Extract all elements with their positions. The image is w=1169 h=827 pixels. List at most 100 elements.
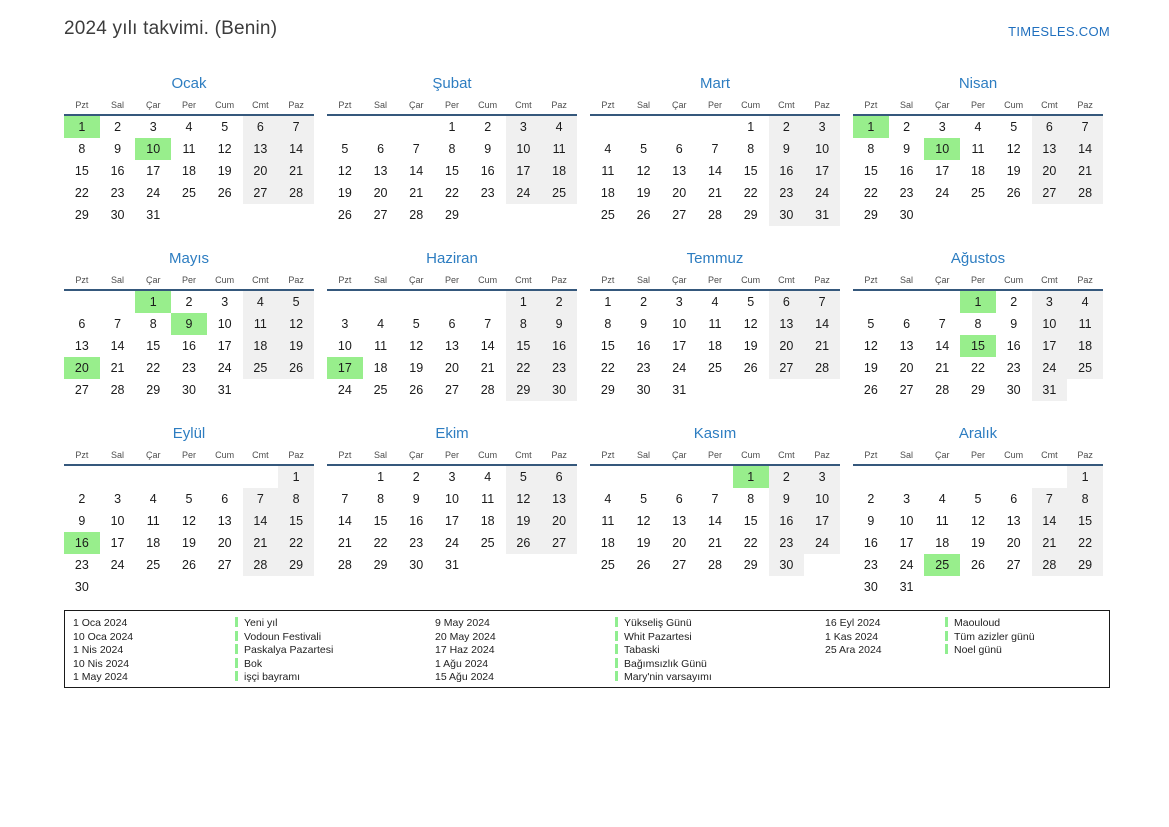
- day-cell: 6: [541, 465, 577, 488]
- month-block: Temmuz Pzt Sal Çar Per Cum Cmt Paz 1 2 3 4 5 6 7 8 9 10 11…: [590, 249, 840, 424]
- day-cell: 29: [373, 558, 388, 572]
- holiday-marker-icon: [235, 671, 238, 681]
- weekday-header: Cmt: [778, 100, 795, 110]
- empty-cell: [470, 290, 506, 313]
- day-cell: 3: [903, 492, 911, 506]
- legend-column: 1 Oca 2024 Yeni yıl 10 Oca 2024 Vodoun Fest…: [73, 617, 435, 685]
- day-cell: 16: [899, 164, 914, 178]
- day-cell: 29: [600, 383, 615, 397]
- weekday-header: Per: [181, 275, 196, 285]
- day-cell: 24: [935, 186, 950, 200]
- month-title: Şubat: [432, 75, 472, 92]
- holiday-marker-icon: [945, 617, 948, 627]
- empty-cell: [889, 290, 925, 313]
- month-title: Aralık: [958, 425, 998, 442]
- holiday-name: Bağımsızlık Günü: [615, 657, 707, 672]
- day-cell: 20: [1031, 160, 1068, 182]
- day-cell: 27: [1006, 558, 1021, 572]
- empty-cell: [960, 465, 996, 488]
- day-cell: 7: [341, 492, 349, 506]
- day-cell: 21: [708, 536, 722, 550]
- weekday-header: Cum: [1004, 450, 1024, 460]
- day-cell: 2: [768, 465, 805, 488]
- weekday-header: Paz: [551, 100, 567, 110]
- weekday-header: Per: [444, 275, 459, 285]
- holiday-date: 17 Haz 2024: [435, 644, 495, 656]
- empty-cell: [100, 576, 136, 598]
- day-cell: 17: [505, 160, 542, 182]
- holiday-name: işçi bayramı: [235, 671, 300, 685]
- day-cell: 8: [867, 142, 875, 156]
- day-cell: 31: [672, 383, 687, 397]
- day-cell: 4: [711, 295, 719, 309]
- day-cell: 4: [938, 492, 946, 506]
- holiday-date: 20 May 2024: [435, 630, 496, 643]
- day-cell: 26: [863, 383, 878, 397]
- day-cell: 10: [110, 514, 125, 528]
- day-cell: 5: [221, 120, 229, 134]
- day-cell: 4: [185, 120, 193, 134]
- day-cell: 28: [409, 208, 424, 222]
- day-cell: 9: [768, 138, 805, 160]
- day-cell: 16: [863, 536, 878, 550]
- day-cell: 23: [409, 536, 424, 550]
- holiday-marker-icon: [945, 644, 948, 654]
- day-cell: 3: [505, 115, 542, 138]
- day-cell: 11: [242, 313, 279, 335]
- legend-row: 1 Ağu 2024 Bağımsızlık Günü: [435, 657, 825, 672]
- weekday-header: Pzt: [75, 450, 89, 460]
- day-cell: 12: [337, 164, 352, 178]
- day-cell: 9: [1010, 317, 1018, 331]
- day-cell: 9: [484, 142, 492, 156]
- weekday-header: Pzt: [338, 275, 352, 285]
- day-cell: 20: [64, 357, 100, 379]
- day-cell: 4: [484, 470, 492, 484]
- weekday-header: Per: [970, 450, 985, 460]
- day-cell: 3: [149, 120, 157, 134]
- day-cell: 8: [747, 142, 755, 156]
- day-cell: 15: [74, 164, 89, 178]
- day-cell: 12: [217, 142, 232, 156]
- day-cell: 14: [708, 164, 722, 178]
- site-link[interactable]: TIMESLES.COM: [1008, 24, 1110, 39]
- day-cell: 13: [242, 138, 279, 160]
- weekday-header: Cum: [215, 100, 235, 110]
- month-block: Kasım Pzt Sal Çar Per Cum Cmt Paz 1 2 3 4 5 6 7 8 9 10 11 1…: [590, 424, 840, 599]
- empty-cell: [506, 554, 542, 576]
- day-cell: 18: [600, 186, 615, 200]
- holiday-date: 1 Nis 2024: [73, 644, 124, 656]
- day-cell: 12: [636, 514, 651, 528]
- day-cell: 12: [636, 164, 651, 178]
- weekday-header: Sal: [900, 100, 914, 110]
- day-cell: 28: [278, 182, 314, 204]
- day-cell: 9: [768, 488, 805, 510]
- weekday-header: Cum: [215, 275, 235, 285]
- day-cell: 4: [1067, 290, 1103, 313]
- legend-row: 25 Ara 2024 Noel günü: [825, 644, 1035, 658]
- day-cell: 20: [373, 186, 388, 200]
- day-cell: 14: [804, 313, 840, 335]
- day-cell: 6: [242, 115, 279, 138]
- empty-cell: [278, 576, 314, 598]
- day-cell: 3: [221, 295, 229, 309]
- month-title: Ağustos: [950, 250, 1006, 267]
- day-cell: 25: [373, 383, 388, 397]
- day-cell: 12: [743, 317, 758, 331]
- day-cell: 9: [867, 514, 875, 528]
- weekday-header: Sal: [374, 450, 388, 460]
- day-cell: 19: [743, 339, 758, 353]
- day-cell: 15: [743, 514, 758, 528]
- weekday-header: Cmt: [515, 100, 532, 110]
- day-cell: 19: [636, 536, 651, 550]
- holiday-marker-icon: [235, 644, 238, 654]
- holiday-name: Yeni yıl: [235, 617, 277, 631]
- day-cell: 29: [971, 383, 985, 397]
- day-cell: 9: [640, 317, 648, 331]
- day-cell: 14: [1067, 138, 1103, 160]
- day-cell: 18: [708, 339, 722, 353]
- empty-cell: [243, 379, 279, 401]
- day-cell: 9: [114, 142, 122, 156]
- day-cell: 16: [1006, 339, 1021, 353]
- day-cell: 24: [110, 558, 125, 572]
- weekday-header: Paz: [288, 450, 304, 460]
